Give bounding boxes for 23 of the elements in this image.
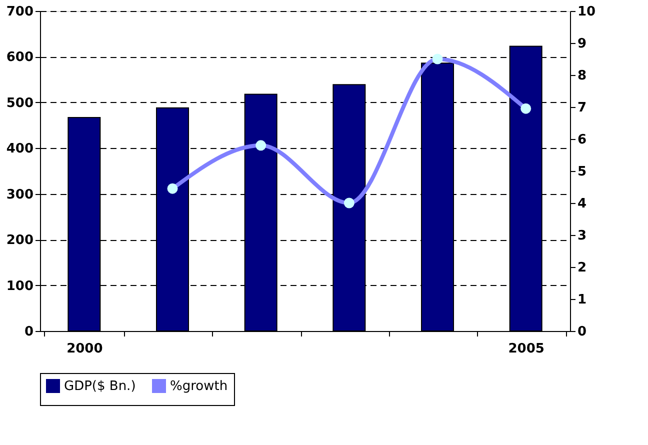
y2-tick-label: 3 [578, 228, 587, 244]
y2-tick-label: 1 [578, 292, 587, 308]
legend-label: %growth [170, 379, 228, 394]
y-tick-label: 400 [6, 142, 34, 157]
legend-label: GDP($ Bn.) [64, 379, 136, 394]
y2-tick-label: 7 [578, 100, 587, 116]
y-tick-label: 600 [6, 50, 34, 66]
x-tick-label: 2005 [508, 342, 544, 356]
y2-tick-label: 2 [578, 260, 587, 276]
y-tick-label: 200 [6, 233, 34, 248]
y2-tick-label: 5 [578, 164, 587, 180]
x-tick-label: 2000 [66, 342, 103, 356]
y-tick-label: 300 [6, 187, 34, 202]
y2-tick-label: 8 [578, 68, 587, 84]
y2-tick-label: 0 [578, 324, 587, 340]
y-tick-label: 500 [6, 96, 34, 111]
y-tick-label: 100 [6, 278, 34, 294]
y2-tick-label: 6 [578, 132, 587, 148]
y2-tick-label: 9 [578, 36, 587, 52]
y2-tick-label: 4 [578, 196, 587, 212]
y-tick-label: 0 [24, 324, 34, 340]
y2-tick-label: 10 [578, 4, 596, 20]
y-tick-label: 700 [6, 4, 34, 20]
